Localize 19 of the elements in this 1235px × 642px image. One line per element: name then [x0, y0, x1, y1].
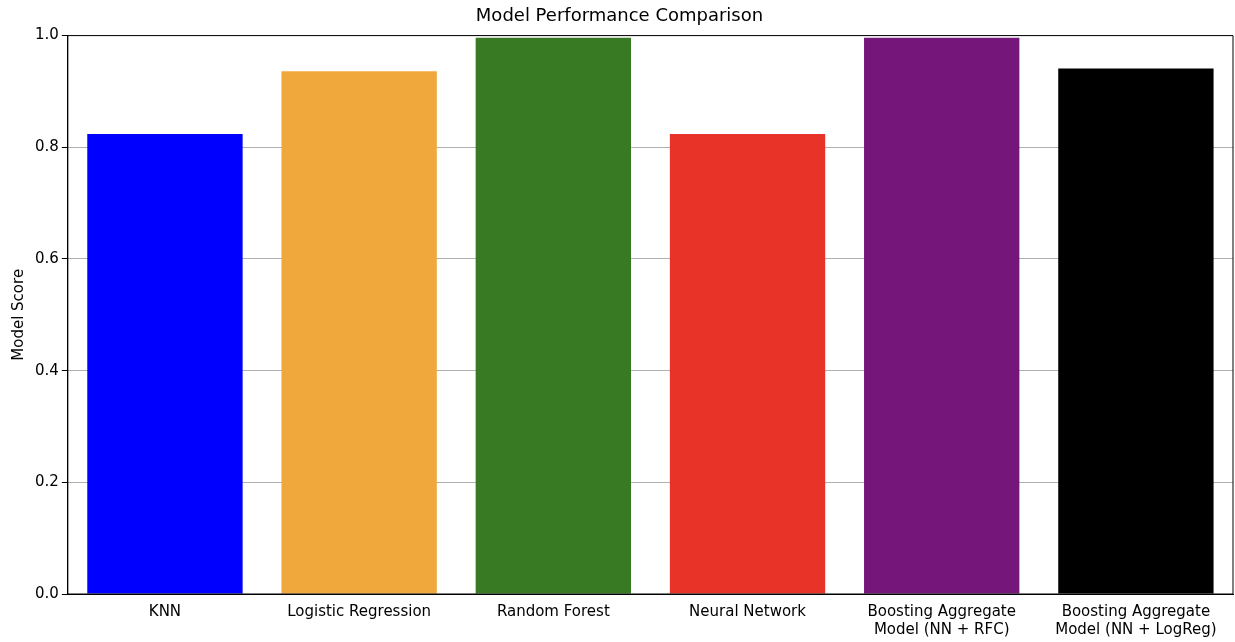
- bar: [87, 133, 243, 594]
- y-axis-title: Model Score: [8, 268, 27, 361]
- y-tick-label: 0.8: [35, 137, 59, 156]
- x-tick-label: Logistic Regression: [287, 601, 432, 620]
- y-tick-label: 0.6: [35, 248, 59, 267]
- x-tick-label: Neural Network: [689, 601, 807, 620]
- y-tick-label: 0.0: [35, 583, 59, 602]
- chart-title: Model Performance Comparison: [475, 4, 764, 26]
- bar: [281, 71, 437, 594]
- bar: [864, 37, 1020, 594]
- y-tick-label: 1.0: [35, 25, 59, 44]
- x-tick-label: Boosting Aggregate Model (NN + RFC): [867, 601, 1016, 638]
- x-tick-label: Boosting Aggregate Model (NN + LogReg): [1055, 601, 1217, 638]
- x-tick-label: KNN: [148, 601, 182, 620]
- x-tick-label: Random Forest: [496, 601, 610, 620]
- y-tick-label: 0.2: [35, 472, 59, 491]
- bar: [475, 37, 632, 594]
- bar: [669, 133, 826, 594]
- y-tick-label: 0.4: [35, 360, 59, 379]
